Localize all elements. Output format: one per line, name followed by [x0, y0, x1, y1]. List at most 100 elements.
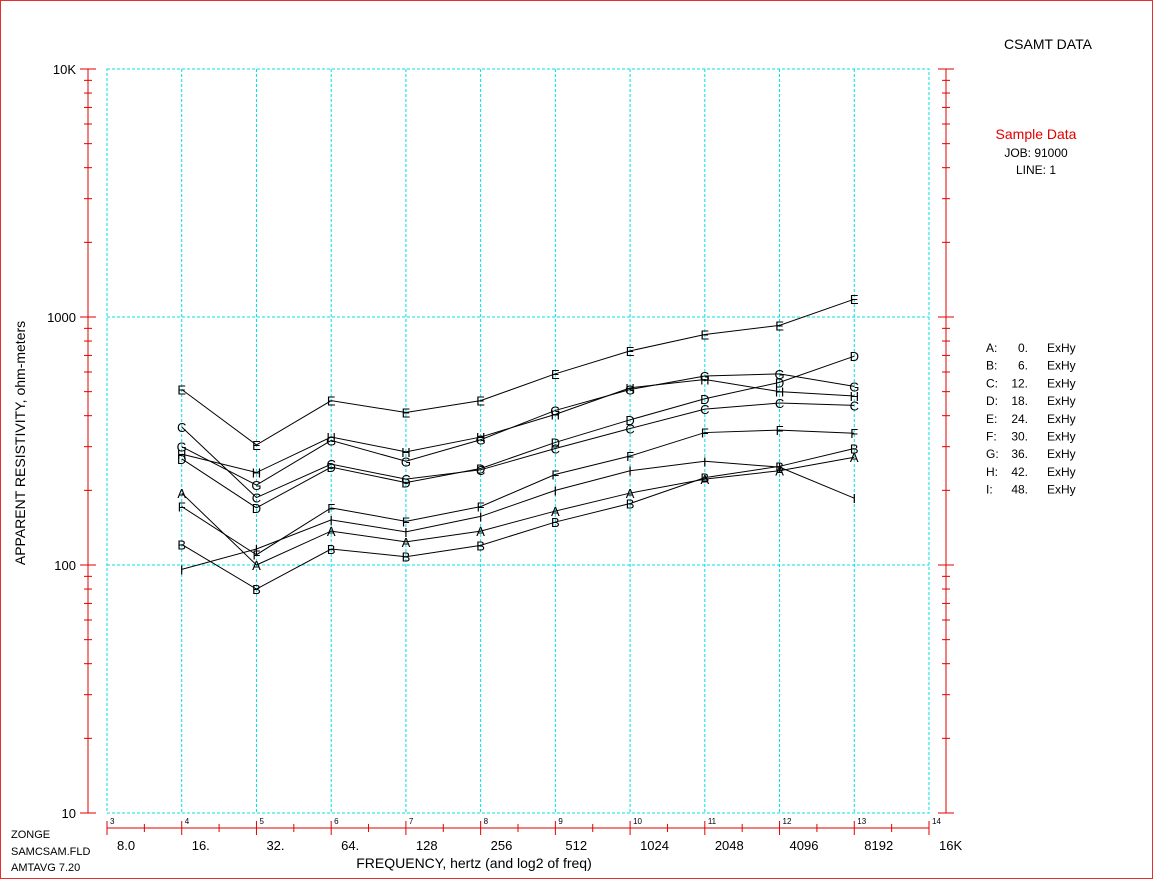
series-line-G: [181, 373, 855, 486]
legend-letter: H:: [986, 465, 998, 479]
legend-letter: C:: [986, 376, 998, 390]
series-marker-D: D: [625, 413, 634, 428]
series-marker-A: A: [252, 558, 261, 573]
plot-border: [106, 68, 930, 814]
y-axis-label: APPARENT RESISTIVITY, ohm-meters: [12, 321, 28, 565]
legend-component: ExHy: [1047, 483, 1076, 497]
series-marker-G: G: [849, 379, 859, 394]
series-marker-B: B: [775, 459, 784, 474]
series-line-B: [181, 447, 855, 590]
series-marker-G: G: [177, 440, 187, 455]
series-marker-I: I: [479, 509, 483, 524]
series-marker-H: H: [252, 466, 261, 481]
footer-program: AMTAVG 7.20: [11, 862, 80, 874]
series-marker-F: F: [252, 548, 260, 563]
legend-offset: 0.: [1018, 341, 1028, 355]
series-marker-A: A: [551, 504, 560, 519]
series-marker-I: I: [329, 513, 333, 528]
series-marker-H: H: [476, 430, 485, 445]
series-marker-E: E: [551, 367, 560, 382]
y-tick-label: 100: [54, 558, 76, 573]
grid-lines: [106, 68, 930, 814]
legend-component: ExHy: [1047, 412, 1076, 426]
series-marker-C: C: [177, 420, 186, 435]
legend-component: ExHy: [1047, 341, 1076, 355]
series-marker-B: B: [177, 537, 186, 552]
legend-component: ExHy: [1047, 376, 1076, 390]
series-marker-F: F: [701, 426, 709, 441]
series-marker-A: A: [402, 535, 411, 550]
series-marker-B: B: [252, 582, 261, 597]
series-marker-F: F: [776, 423, 784, 438]
x-log2-label: 6: [334, 817, 339, 826]
series-marker-H: H: [326, 430, 335, 445]
legend-offset: 24.: [1011, 412, 1028, 426]
series-marker-G: G: [476, 433, 486, 448]
series-marker-B: B: [551, 515, 560, 530]
series-marker-G: G: [401, 454, 411, 469]
series-line-F: [181, 429, 855, 556]
series-marker-A: A: [700, 472, 709, 487]
series-marker-A: A: [327, 524, 336, 539]
series-line-I: [181, 460, 855, 570]
x-freq-label: 64.: [341, 838, 359, 853]
x-freq-label: 2048: [715, 838, 744, 853]
legend: A: 0. ExHy B: 6. ExHy C: 12. ExHy D: 18. ExHy E: 24. E…: [986, 341, 1076, 497]
series-marker-D: D: [775, 375, 784, 390]
sample-label: Sample Data: [996, 126, 1077, 142]
series-marker-I: I: [255, 542, 259, 557]
legend-component: ExHy: [1047, 430, 1076, 444]
series-marker-E: E: [476, 394, 485, 409]
x-freq-label: 4096: [790, 838, 819, 853]
legend-component: ExHy: [1047, 447, 1076, 461]
series-marker-I: I: [404, 525, 408, 540]
series-marker-B: B: [402, 550, 411, 565]
series-marker-D: D: [252, 501, 261, 516]
series-marker-F: F: [477, 500, 485, 515]
series-marker-F: F: [402, 514, 410, 529]
series-marker-E: E: [626, 344, 635, 359]
x-log2-label: 5: [259, 817, 264, 826]
legend-letter: A:: [986, 341, 997, 355]
series-marker-B: B: [850, 441, 859, 456]
series-marker-I: I: [778, 460, 782, 475]
series-marker-C: C: [476, 463, 485, 478]
series-marker-I: I: [628, 464, 632, 479]
series-marker-A: A: [850, 450, 859, 465]
x-log2-label: 14: [932, 817, 941, 826]
series-line-D: [181, 355, 855, 509]
series-marker-H: H: [775, 385, 784, 400]
series-marker-E: E: [402, 406, 411, 421]
series-line-H: [181, 378, 855, 474]
series-line-C: [181, 402, 855, 499]
series-marker-G: G: [700, 369, 710, 384]
series-line-A: [181, 456, 855, 566]
series-marker-B: B: [626, 497, 635, 512]
x-freq-label: 512: [565, 838, 587, 853]
series-marker-E: E: [177, 383, 186, 398]
series-marker-G: G: [774, 367, 784, 382]
series-marker-D: D: [177, 452, 186, 467]
series-marker-C: C: [551, 441, 560, 456]
legend-component: ExHy: [1047, 465, 1076, 479]
series-marker-H: H: [700, 372, 709, 387]
x-freq-label: 128: [416, 838, 438, 853]
series-marker-H: H: [551, 407, 560, 422]
x-log2-label: 10: [633, 817, 642, 826]
series-marker-F: F: [551, 467, 559, 482]
legend-offset: 12.: [1011, 376, 1028, 390]
legend-component: ExHy: [1047, 359, 1076, 373]
series-marker-D: D: [326, 460, 335, 475]
x-log2-label: 9: [558, 817, 563, 826]
series-marker-E: E: [700, 328, 709, 343]
series-marker-C: C: [401, 472, 410, 487]
job-label: JOB: 91000: [1004, 146, 1068, 160]
series-marker-D: D: [850, 349, 859, 364]
x-log2-label: 8: [484, 817, 489, 826]
footer-company: ZONGE: [11, 829, 50, 841]
series-marker-G: G: [550, 403, 560, 418]
legend-offset: 18.: [1011, 394, 1028, 408]
series-marker-I: I: [554, 483, 558, 498]
x-log2-label: 3: [110, 817, 115, 826]
legend-component: ExHy: [1047, 394, 1076, 408]
